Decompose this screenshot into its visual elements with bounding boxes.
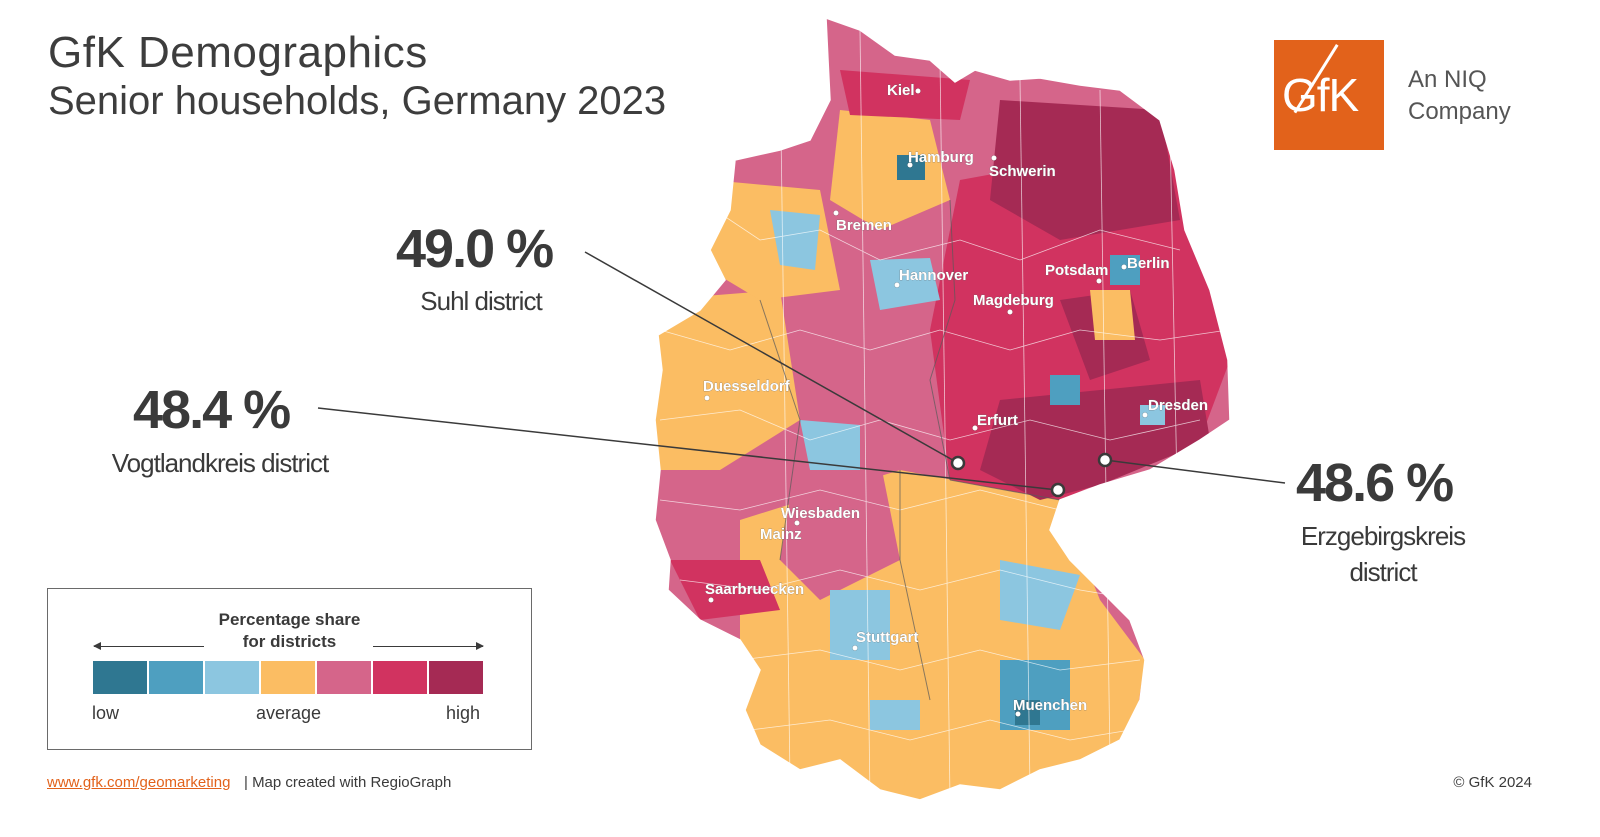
district-region-lakes [870,700,920,730]
district-region-stuttgart [830,590,890,660]
city-magdeburg: Magdeburg [973,292,1054,309]
city-erfurt: Erfurt [977,412,1018,429]
city-dot-stuttgart [852,645,858,651]
copyright: © GfK 2024 [1453,774,1532,791]
city-saarbruecken: Saarbruecken [705,581,804,598]
city-potsdam: Potsdam [1045,262,1108,279]
district-region-potsdam-yellow [1090,290,1135,340]
city-dot-muenchen [1015,711,1021,717]
callout-label-vogtland: Vogtlandkreis district [111,448,329,478]
city-mainz: Mainz [760,526,802,543]
city-dot-saarbruecken [708,597,714,603]
city-dot-kiel [915,88,921,94]
city-labels: Kiel Hamburg Schwerin Bremen Hannover Po… [703,82,1208,717]
legend-color-scale [93,661,483,694]
callout-line-erzgebirge [1104,459,1286,484]
city-dot-berlin [1121,264,1127,270]
city-hamburg: Hamburg [908,149,974,166]
logo-tagline-1: An NIQ [1408,66,1487,93]
city-dot-potsdam [1096,278,1102,284]
page-subtitle: Senior households, Germany 2023 [48,79,667,123]
city-dot-bremen [833,210,839,216]
city-dot-hannover [894,282,900,288]
footer-note: | Map created with RegioGraph [244,774,452,791]
legend-swatch-1 [149,661,203,694]
city-dot-magdeburg [1007,309,1013,315]
legend-high-label: high [446,703,481,723]
district-region-saar [670,560,780,620]
legend-title-line-2: for districts [242,632,337,651]
legend-swatch-0 [93,661,147,694]
callout-line-vogtland [317,407,1059,491]
legend-swatch-4 [317,661,371,694]
callout-label-erzgebirge-1: Erzgebirgskreis [1300,521,1466,551]
district-region-bavaria-blue [1000,560,1080,630]
city-duesseldorf: Duesseldorf [703,378,791,395]
district-region-nw [710,180,840,300]
district-region-leipzig [1050,375,1080,405]
callout-value-vogtland: 48.4 % [133,380,291,440]
legend-swatch-5 [373,661,427,694]
state-borders [759,199,1061,701]
district-region-rhein [800,420,860,470]
city-dot-wiesbaden [794,520,800,526]
legend-low-label: low [92,703,120,723]
legend-swatch-2 [205,661,259,694]
district-region-dresden [1140,405,1165,425]
city-dot-hamburg [907,162,913,168]
city-hannover: Hannover [899,267,968,284]
city-wiesbaden: Wiesbaden [781,505,860,522]
callout-value-erzgebirge: 48.6 % [1296,453,1454,513]
district-region-hessen [780,440,900,600]
gfk-logo-mark: GfK [1274,40,1384,150]
callout-label-suhl: Suhl district [420,286,542,316]
legend-arrow-left-icon [93,642,204,650]
city-dot-erfurt [972,425,978,431]
district-region-hannover [870,258,940,310]
legend-swatch-3 [261,661,315,694]
map-legend: Percentage share for districts low avera… [47,588,532,750]
district-region-north [830,110,950,230]
district-region-sh [840,70,970,120]
district-region-west [655,290,800,470]
legend-average-label: average [256,703,322,723]
city-kiel: Kiel [887,82,915,99]
callout-value-suhl: 49.0 % [396,219,554,279]
callout-lines [317,251,1286,491]
district-region-berlin [1110,255,1140,285]
city-dresden: Dresden [1148,397,1208,414]
city-dot-dresden [1142,412,1148,418]
marker-erzgebirge [1097,452,1113,468]
city-stuttgart: Stuttgart [856,629,919,646]
geomarketing-link[interactable]: www.gfk.com/geomarketing [47,774,231,791]
page-title: GfK Demographics [48,28,428,77]
marker-vogtland [1050,482,1066,498]
city-dot-duesseldorf [704,395,710,401]
callout-line-suhl [584,251,959,464]
legend-title-line-1: Percentage share [218,610,361,629]
district-region-munich-city [1015,700,1040,725]
district-borders [659,29,1229,800]
gfk-logo: GfK An NIQ Company [1274,40,1534,152]
callout-markers [950,452,1113,498]
legend-swatch-6 [429,661,483,694]
title-block: GfK Demographics Senior households, Germ… [48,28,666,124]
city-schwerin: Schwerin [989,163,1056,180]
city-bremen: Bremen [836,217,892,234]
legend-title: Percentage share for districts [48,609,531,653]
germany-outline [654,16,1231,801]
logo-tagline-2: Company [1408,98,1511,125]
city-muenchen: Muenchen [1013,697,1087,714]
marker-suhl [950,455,966,471]
callout-label-erzgebirge-2: district [1349,557,1417,587]
city-berlin: Berlin [1127,255,1170,272]
legend-arrow-right-icon [373,642,484,650]
city-dot-schwerin [991,155,997,161]
district-region-mv [990,100,1180,240]
